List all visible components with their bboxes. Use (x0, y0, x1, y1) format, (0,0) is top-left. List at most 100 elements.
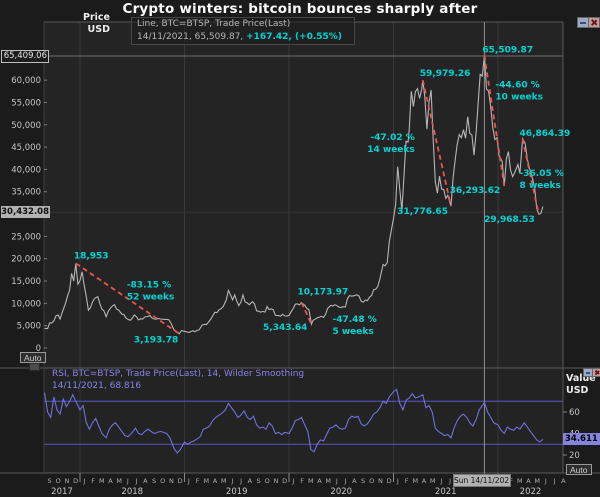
svg-text:A: A (317, 477, 322, 485)
svg-text:M: M (517, 477, 523, 485)
rsi-close-icon[interactable] (592, 368, 600, 377)
svg-text:31,776.65: 31,776.65 (397, 207, 448, 217)
svg-text:-36.05 %: -36.05 % (520, 169, 564, 179)
rsi-minimize-bar-icon (586, 372, 590, 374)
svg-text:14 weeks: 14 weeks (367, 145, 415, 155)
svg-text:D: D (178, 477, 183, 485)
svg-text:N: N (378, 477, 383, 485)
price-axis-title: Price USD (55, 12, 110, 36)
svg-text:S: S (152, 477, 156, 485)
svg-text:D: D (73, 477, 78, 485)
svg-text:F: F (405, 477, 409, 485)
svg-text:A: A (248, 477, 253, 485)
svg-text:O: O (369, 477, 374, 485)
svg-text:18,953: 18,953 (74, 251, 109, 261)
svg-text:J: J (544, 477, 547, 485)
svg-text:M: M (221, 477, 227, 485)
svg-text:S: S (47, 477, 51, 485)
svg-text:55,000: 55,000 (11, 98, 41, 108)
svg-text:J: J (126, 477, 129, 485)
svg-text:60: 60 (569, 408, 580, 418)
crosshair-price-axis-chip: 30,432.08 (1, 206, 50, 218)
svg-text:60,000: 60,000 (11, 76, 41, 86)
svg-text:M: M (430, 477, 436, 485)
svg-text:5,000: 5,000 (17, 322, 41, 332)
svg-text:F: F (91, 477, 95, 485)
rsi-axis-title-line2: USD (566, 385, 589, 396)
rsi-legend-line1: RSI, BTC=BTSP, Trade Price(Last), 14, Wi… (52, 369, 305, 379)
svg-text:45,000: 45,000 (11, 143, 41, 153)
svg-text:46,864.39: 46,864.39 (520, 129, 571, 139)
last-price-axis-chip: 65,409.06 (1, 50, 49, 63)
svg-text:O: O (160, 477, 165, 485)
svg-text:29,968.53: 29,968.53 (484, 215, 535, 225)
svg-text:-47.48 %: -47.48 % (332, 315, 376, 325)
svg-text:M: M (534, 477, 540, 485)
price-legend-line1: Line, BTC=BTSP, Trade Price(Last) (137, 19, 291, 29)
panel-splitter-handle[interactable] (29, 363, 40, 371)
svg-text:35,000: 35,000 (11, 188, 41, 198)
svg-text:M: M (99, 477, 105, 485)
svg-text:59,979.26: 59,979.26 (420, 69, 471, 79)
rsi-axis-title-line1: Value (566, 373, 596, 384)
rsi-legend[interactable]: RSI, BTC=BTSP, Trade Price(Last), 14, Wi… (52, 369, 304, 392)
svg-text:15,000: 15,000 (11, 277, 41, 287)
svg-text:5,343.64: 5,343.64 (263, 323, 307, 333)
svg-text:J: J (239, 477, 242, 485)
price-legend-line2: 14/11/2021, 65,509.87, +167.42, (+0.55%) (137, 31, 349, 44)
svg-text:M: M (116, 477, 122, 485)
svg-text:M: M (308, 477, 314, 485)
svg-text:52 weeks: 52 weeks (127, 292, 175, 302)
rsi-value-axis-chip: 34.611 (563, 433, 600, 445)
svg-text:10,000: 10,000 (11, 299, 41, 309)
svg-text:N: N (65, 477, 70, 485)
svg-text:A: A (108, 477, 113, 485)
svg-text:A: A (526, 477, 531, 485)
svg-text:25,000: 25,000 (11, 232, 41, 242)
svg-text:M: M (412, 477, 418, 485)
svg-text:20: 20 (569, 451, 580, 461)
svg-text:A: A (352, 477, 357, 485)
svg-text:J: J (448, 477, 451, 485)
svg-text:40,000: 40,000 (11, 165, 41, 175)
svg-text:J: J (187, 477, 190, 485)
svg-text:5 weeks: 5 weeks (332, 327, 373, 337)
svg-text:F: F (196, 477, 200, 485)
svg-text:J: J (344, 477, 347, 485)
svg-text:M: M (325, 477, 331, 485)
svg-text:A: A (561, 477, 566, 485)
svg-text:-83.15 %: -83.15 % (127, 280, 171, 290)
svg-text:2017: 2017 (51, 487, 73, 497)
svg-text:A: A (213, 477, 218, 485)
price-axis-auto-button[interactable]: Auto (20, 352, 46, 363)
svg-text:2018: 2018 (121, 487, 143, 497)
svg-text:50,000: 50,000 (11, 121, 41, 131)
crosshair-date-chip: Sun 14/11/2021 (453, 474, 511, 487)
rsi-series-line (43, 388, 544, 454)
svg-text:2020: 2020 (330, 487, 352, 497)
svg-text:J: J (439, 477, 442, 485)
svg-text:2019: 2019 (226, 487, 248, 497)
svg-text:2021: 2021 (435, 487, 457, 497)
svg-text:36,293.62: 36,293.62 (450, 186, 501, 196)
svg-text:3,193.78: 3,193.78 (134, 336, 178, 346)
svg-text:65,509.87: 65,509.87 (482, 46, 533, 56)
close-icon[interactable] (588, 17, 600, 28)
rsi-axis-title: Value USD (566, 373, 600, 397)
price-legend-change: +167.42, (+0.55%) (246, 32, 342, 42)
svg-text:N: N (274, 477, 279, 485)
svg-text:A: A (422, 477, 427, 485)
price-series-legend[interactable]: Line, BTC=BTSP, Trade Price(Last) 14/11/… (131, 17, 355, 45)
svg-text:N: N (169, 477, 174, 485)
page-title: Crypto winters: bitcoin bounces sharply … (122, 1, 478, 17)
svg-text:20,000: 20,000 (11, 255, 41, 265)
rsi-axis-auto-button[interactable]: Auto (566, 464, 592, 475)
svg-text:J: J (135, 477, 138, 485)
svg-text:F: F (509, 477, 513, 485)
price-axis-title-line1: Price (83, 12, 110, 23)
svg-text:2022: 2022 (520, 487, 542, 497)
svg-text:D: D (387, 477, 392, 485)
rsi-legend-line2: 14/11/2021, 68.816 (52, 380, 142, 391)
